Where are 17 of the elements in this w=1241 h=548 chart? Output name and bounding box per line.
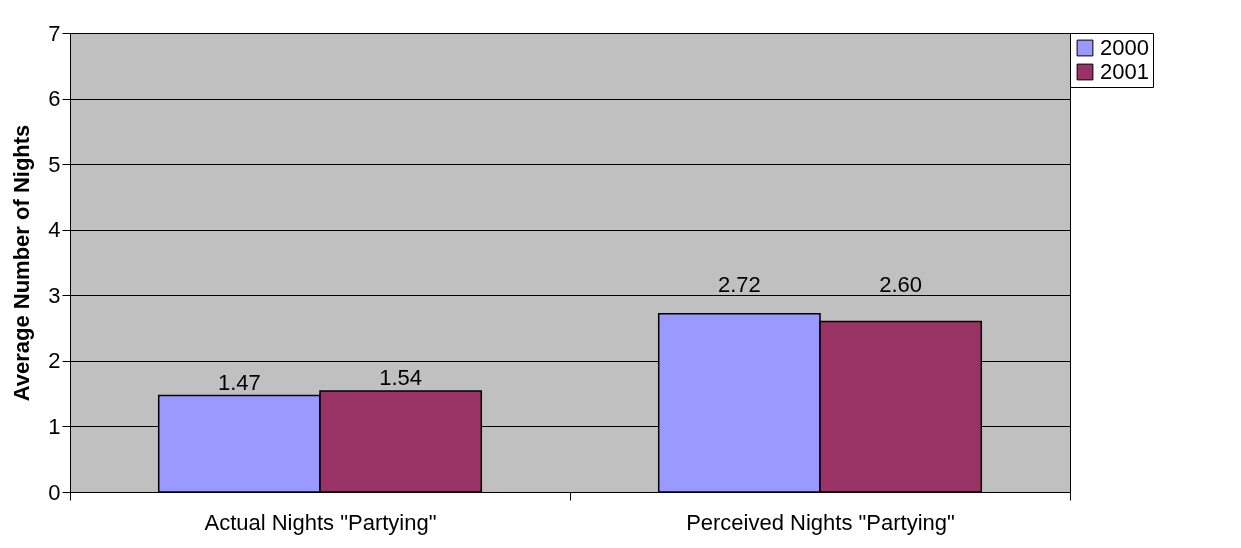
data-label: 1.47 [217,369,261,395]
legend-label: 2000 [1100,35,1149,60]
y-axis-title: Average Number of Nights [9,124,35,402]
y-tick-label: 6 [48,86,61,112]
y-tick-label: 2 [48,348,61,374]
y-tick-label: 3 [48,282,61,308]
y-tick-label: 7 [48,20,61,46]
x-tick-label: Perceived Nights "Partying" [686,509,955,535]
data-label: 1.54 [379,365,423,391]
x-tick-label: Actual Nights "Partying" [204,509,437,535]
data-label: 2.60 [879,271,923,297]
y-tick-label: 0 [48,479,61,505]
y-tick-label: 1 [48,413,61,439]
y-tick-label: 4 [48,217,61,243]
data-label: 2.72 [717,271,761,297]
y-tick-label: 5 [48,151,61,177]
legend-label: 2001 [1100,59,1149,84]
